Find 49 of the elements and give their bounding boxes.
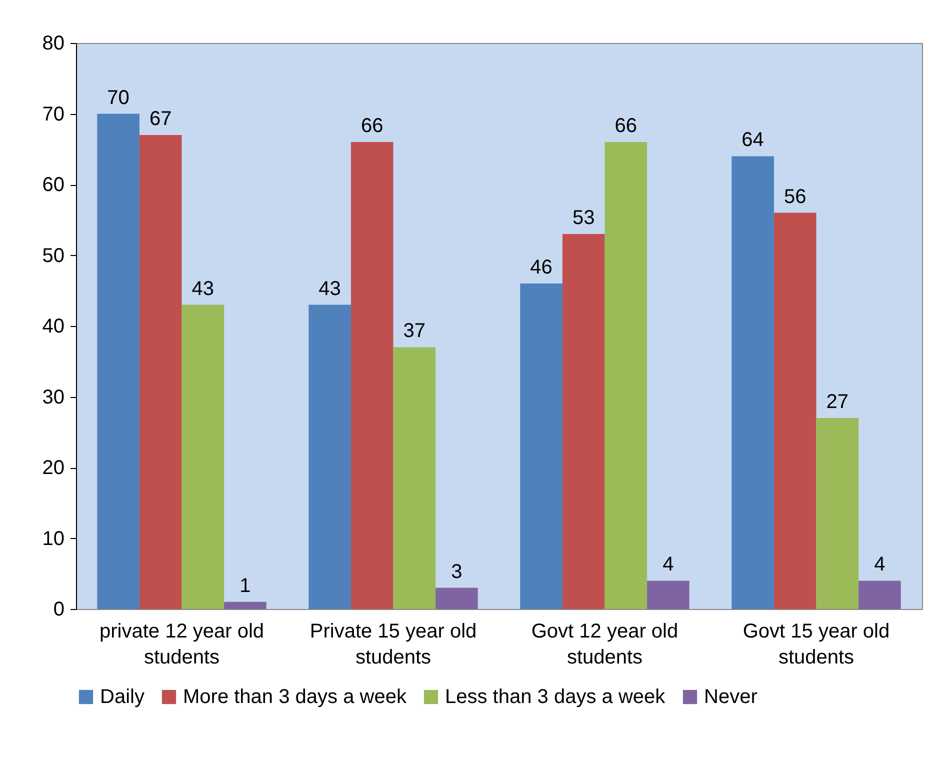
data-label: 43	[318, 278, 341, 300]
y-tick-label: 50	[42, 244, 64, 267]
data-label: 66	[360, 115, 384, 138]
bar	[393, 347, 436, 609]
data-label: 4	[874, 554, 886, 576]
bar	[182, 304, 224, 609]
bar	[732, 156, 774, 609]
x-tick-label: private 12 year old students	[99, 620, 264, 668]
bar	[308, 304, 351, 609]
data-label: 43	[192, 278, 214, 300]
data-label: 3	[451, 560, 462, 583]
legend-label: Less than 3 days a week	[445, 686, 666, 708]
data-label: 70	[107, 86, 130, 109]
bar	[97, 114, 140, 609]
x-tick-label: Private 15 year old students	[310, 620, 477, 668]
bar	[604, 142, 648, 609]
bar	[224, 602, 266, 609]
legend-label: Never	[704, 686, 758, 708]
data-label: 1	[240, 574, 251, 597]
bar	[436, 588, 478, 609]
y-tick-label: 10	[42, 528, 64, 550]
bar	[562, 234, 605, 609]
y-tick-label: 60	[42, 174, 64, 196]
y-tick-label: 0	[53, 598, 64, 620]
bar	[647, 580, 690, 609]
data-label: 46	[530, 256, 552, 279]
bar	[858, 580, 901, 609]
x-tick-label: Govt 15 year old students	[742, 620, 890, 668]
x-tick-label: Govt 12 year old students	[531, 620, 678, 668]
data-label: 4	[662, 554, 674, 576]
y-tick-label: 30	[42, 386, 64, 408]
data-label: 53	[572, 207, 595, 230]
data-label: 27	[826, 390, 849, 413]
y-tick-label: 40	[42, 316, 64, 338]
legend-label: Daily	[100, 686, 144, 708]
y-tick-label: 80	[42, 32, 64, 54]
data-label: 37	[403, 320, 426, 342]
y-tick-label: 20	[42, 457, 64, 479]
bar	[774, 212, 816, 609]
bar	[139, 134, 182, 609]
bar	[520, 284, 562, 609]
bar	[350, 142, 394, 609]
data-label: 66	[614, 115, 638, 138]
legend-label: More than 3 days a week	[183, 686, 408, 708]
y-tick-label: 70	[42, 103, 64, 126]
data-label: 56	[784, 186, 806, 208]
data-label: 67	[149, 108, 172, 130]
bar	[816, 418, 859, 609]
data-label: 64	[742, 129, 764, 152]
